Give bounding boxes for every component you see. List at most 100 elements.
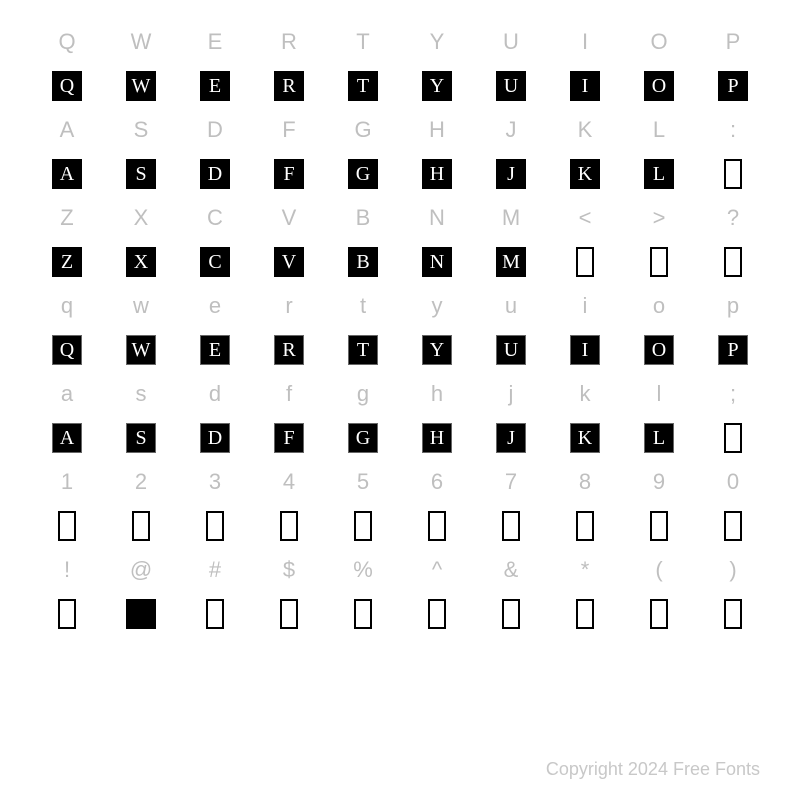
char-cell: iI [548,284,622,372]
glyph-box [576,592,594,636]
missing-glyph-icon [206,511,224,541]
key-label: R [281,20,297,64]
key-label: o [653,284,665,328]
key-label: j [509,372,514,416]
glyph-box: P [718,328,748,372]
key-label: p [727,284,739,328]
key-label: w [133,284,149,328]
glyph-box: L [644,152,674,196]
key-label: Z [60,196,73,240]
glyph-box [650,504,668,548]
missing-glyph-icon [58,511,76,541]
key-label: P [726,20,741,64]
missing-glyph-icon [280,511,298,541]
glyph-tile: P [718,335,748,365]
key-label: ( [655,548,662,592]
char-cell: PP [696,20,770,108]
glyph-tile: K [570,159,600,189]
glyph-box: L [644,416,674,460]
glyph-box: A [52,152,82,196]
key-label: 6 [431,460,443,504]
key-label: d [209,372,221,416]
char-cell: yY [400,284,474,372]
missing-glyph-icon [502,599,520,629]
glyph-tile: D [200,159,230,189]
char-cell: 6 [400,460,474,548]
glyph-tile: Y [422,335,452,365]
key-label: C [207,196,223,240]
glyph-tile: E [200,71,230,101]
solid-glyph-icon [126,599,156,629]
key-label: l [657,372,662,416]
char-cell: # [178,548,252,636]
key-label: 7 [505,460,517,504]
missing-glyph-icon [132,511,150,541]
key-label: k [580,372,591,416]
glyph-tile: Q [52,335,82,365]
glyph-tile: C [200,247,230,277]
glyph-box: C [200,240,230,284]
glyph-box: Y [422,328,452,372]
key-label: # [209,548,221,592]
glyph-box [354,504,372,548]
key-label: 1 [61,460,73,504]
key-label: 2 [135,460,147,504]
char-cell: $ [252,548,326,636]
key-label: s [136,372,147,416]
glyph-box [724,504,742,548]
glyph-box [502,504,520,548]
glyph-box: E [200,328,230,372]
char-cell: XX [104,196,178,284]
key-label: 9 [653,460,665,504]
char-cell: HH [400,108,474,196]
key-label: ? [727,196,739,240]
glyph-tile: S [126,423,156,453]
missing-glyph-icon [724,247,742,277]
char-cell: LL [622,108,696,196]
glyph-box: V [274,240,304,284]
glyph-box: K [570,152,600,196]
key-label: 0 [727,460,739,504]
char-cell: gG [326,372,400,460]
glyph-box [280,504,298,548]
glyph-tile: K [570,423,600,453]
glyph-box [650,240,668,284]
glyph-tile: L [644,159,674,189]
char-cell: < [548,196,622,284]
glyph-tile: U [496,335,526,365]
char-cell: II [548,20,622,108]
key-label: * [581,548,590,592]
glyph-box [58,504,76,548]
glyph-box [724,592,742,636]
character-map-grid: QQWWEERRTTYYUUIIOOPPAASSDDFFGGHHJJKKLL:Z… [30,20,770,636]
key-label: S [134,108,149,152]
glyph-tile: I [570,335,600,365]
glyph-tile: A [52,423,82,453]
missing-glyph-icon [354,511,372,541]
char-cell: UU [474,20,548,108]
key-label: N [429,196,445,240]
glyph-tile: Z [52,247,82,277]
glyph-tile: X [126,247,156,277]
key-label: g [357,372,369,416]
glyph-box: W [126,64,156,108]
key-label: ! [64,548,70,592]
glyph-box [206,504,224,548]
glyph-box: O [644,328,674,372]
char-cell: 3 [178,460,252,548]
char-cell: NN [400,196,474,284]
char-cell: 1 [30,460,104,548]
glyph-tile: Q [52,71,82,101]
glyph-tile: R [274,71,304,101]
glyph-box: J [496,416,526,460]
key-label: e [209,284,221,328]
char-cell: ZZ [30,196,104,284]
key-label: & [504,548,519,592]
key-label: < [579,196,592,240]
glyph-box [502,592,520,636]
glyph-tile: R [274,335,304,365]
glyph-box: O [644,64,674,108]
char-cell: QQ [30,20,104,108]
glyph-box [280,592,298,636]
glyph-box: T [348,64,378,108]
